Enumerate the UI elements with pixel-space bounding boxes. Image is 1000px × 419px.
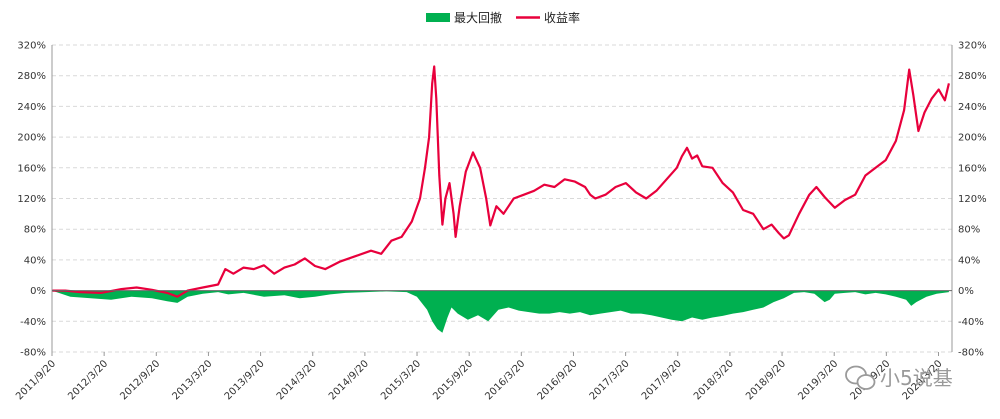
y-tick-right: 0% bbox=[958, 286, 974, 297]
watermark: 小5说基 bbox=[845, 365, 953, 390]
y-tick-right: 120% bbox=[958, 194, 987, 205]
y-tick-right: -40% bbox=[958, 317, 984, 328]
y-tick-right: 40% bbox=[958, 255, 980, 266]
right-axis-ticks: 320% 280% 240% 200% 160% 120% 80% 40% 0% -40% -80% bbox=[958, 41, 987, 359]
legend-label-drawdown: 最大回撤 bbox=[454, 10, 502, 25]
y-tick-left: 120% bbox=[17, 194, 46, 205]
left-axis-ticks: 320% 280% 240% 200% 160% 120% 80% 40% 0% -40% -80% bbox=[17, 41, 46, 359]
x-tick-label: 2013/3/20 bbox=[171, 358, 215, 402]
legend-label-return: 收益率 bbox=[544, 10, 580, 25]
y-tick-left: 40% bbox=[24, 255, 46, 266]
legend: 最大回撤 收益率 bbox=[426, 10, 580, 25]
y-tick-left: 240% bbox=[17, 102, 46, 113]
x-tick-label: 2012/9/20 bbox=[118, 358, 162, 402]
wechat-icon bbox=[845, 365, 876, 390]
return-layer bbox=[52, 65, 950, 298]
y-tick-left: 0% bbox=[30, 286, 46, 297]
drawdown-area bbox=[52, 290, 949, 333]
return-line bbox=[52, 65, 950, 298]
x-tick-label: 2019/3/20 bbox=[796, 358, 840, 402]
y-tick-left: 80% bbox=[24, 225, 46, 236]
x-tick-label: 2012/3/20 bbox=[66, 358, 110, 402]
y-tick-right: 240% bbox=[958, 102, 987, 113]
x-axis-ticks: 2011/9/20 2012/3/20 2012/9/20 2013/3/20 2013… bbox=[14, 352, 945, 402]
x-tick-label: 2017/3/20 bbox=[588, 358, 632, 402]
y-tick-right: 80% bbox=[958, 225, 980, 236]
y-tick-right: 320% bbox=[958, 41, 987, 52]
axes bbox=[51, 45, 953, 352]
watermark-text: 小5说基 bbox=[880, 366, 953, 390]
y-tick-left: 320% bbox=[17, 41, 46, 52]
x-tick-label: 2013/9/20 bbox=[223, 358, 267, 402]
x-tick-label: 2018/3/20 bbox=[692, 358, 736, 402]
y-tick-left: -40% bbox=[20, 317, 46, 328]
y-tick-right: 160% bbox=[958, 163, 987, 174]
x-tick-label: 2015/9/20 bbox=[431, 358, 475, 402]
x-tick-label: 2018/9/20 bbox=[744, 358, 788, 402]
y-tick-right: 200% bbox=[958, 133, 987, 144]
legend-swatch-drawdown bbox=[426, 13, 450, 22]
y-tick-left: 280% bbox=[17, 71, 46, 82]
gridlines bbox=[52, 44, 952, 353]
x-tick-label: 2016/3/20 bbox=[483, 358, 527, 402]
y-tick-left: 160% bbox=[17, 163, 46, 174]
x-tick-label: 2011/9/20 bbox=[14, 358, 58, 402]
y-tick-left: 200% bbox=[17, 133, 46, 144]
y-tick-right: -80% bbox=[958, 348, 984, 359]
y-tick-right: 280% bbox=[958, 71, 987, 82]
x-tick-label: 2015/3/20 bbox=[379, 358, 423, 402]
x-tick-label: 2017/9/20 bbox=[640, 358, 684, 402]
x-tick-label: 2016/9/20 bbox=[536, 358, 580, 402]
x-tick-label: 2014/9/20 bbox=[327, 358, 371, 402]
y-tick-left: -80% bbox=[20, 348, 46, 359]
x-tick-label: 2014/3/20 bbox=[275, 358, 319, 402]
drawdown-layer bbox=[52, 290, 949, 333]
